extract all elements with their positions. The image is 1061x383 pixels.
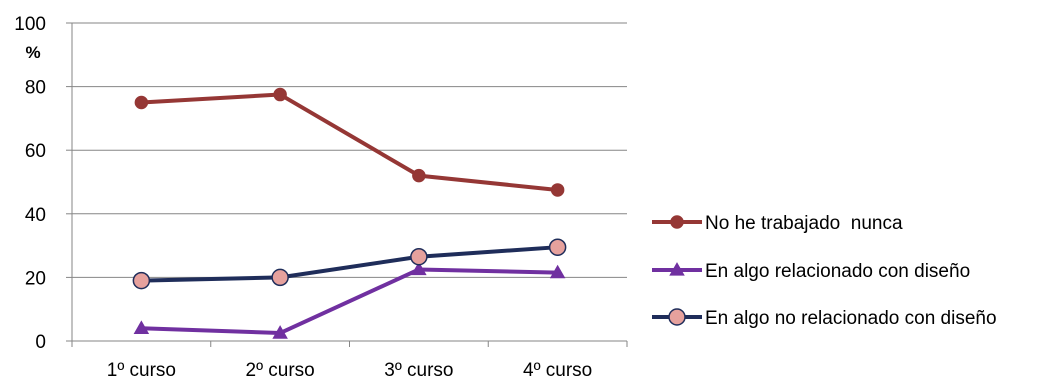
y-tick-label: 20 [25,268,46,289]
data-point [412,168,426,183]
legend-marker [669,262,685,276]
y-axis-ticks: 0 20 40 60 80 100 [14,14,72,353]
series-1 [133,261,566,339]
x-axis-ticks: 1º curso 2º curso 3º curso 4º curso [71,341,628,381]
legend-item: No he trabajado nunca [652,213,903,234]
x-tick-label: 3º curso [384,360,453,381]
x-tick-label: 4º curso [523,360,592,381]
y-tick-label: 40 [25,205,46,226]
data-point [550,183,565,197]
data-point [411,261,427,276]
axes [71,23,627,342]
data-point [134,95,149,110]
data-point [132,271,151,290]
data-point [273,87,287,102]
series-line [141,92,558,192]
y-tick-label: 60 [25,141,46,162]
x-tick-label: 1º curso [107,360,176,381]
series-lines [132,87,567,339]
series-2 [132,238,567,290]
legend-marker [668,308,686,326]
y-axis-unit: % [25,43,40,62]
data-point [272,325,288,339]
y-tick-label: 0 [35,332,46,353]
legend-item: En algo relacionado con diseño [652,261,970,282]
series-0 [134,87,565,197]
legend: No he trabajado nunca En algo relacionado… [652,213,997,329]
y-tick-label: 80 [25,78,46,99]
data-point [133,320,150,334]
gridlines [72,22,627,278]
y-tick-label: 100 [14,14,46,35]
data-point [549,264,566,279]
series-line [141,267,558,336]
data-point [271,268,289,287]
legend-marker [670,215,684,229]
data-point [548,238,567,256]
legend-label: En algo no relacionado con diseño [705,308,997,329]
legend-label: En algo relacionado con diseño [705,261,970,282]
legend-item: En algo no relacionado con diseño [652,308,997,329]
legend-label: No he trabajado nunca [705,213,903,234]
data-point [410,247,428,266]
x-tick-label: 2º curso [246,360,315,381]
series-line [141,245,558,283]
